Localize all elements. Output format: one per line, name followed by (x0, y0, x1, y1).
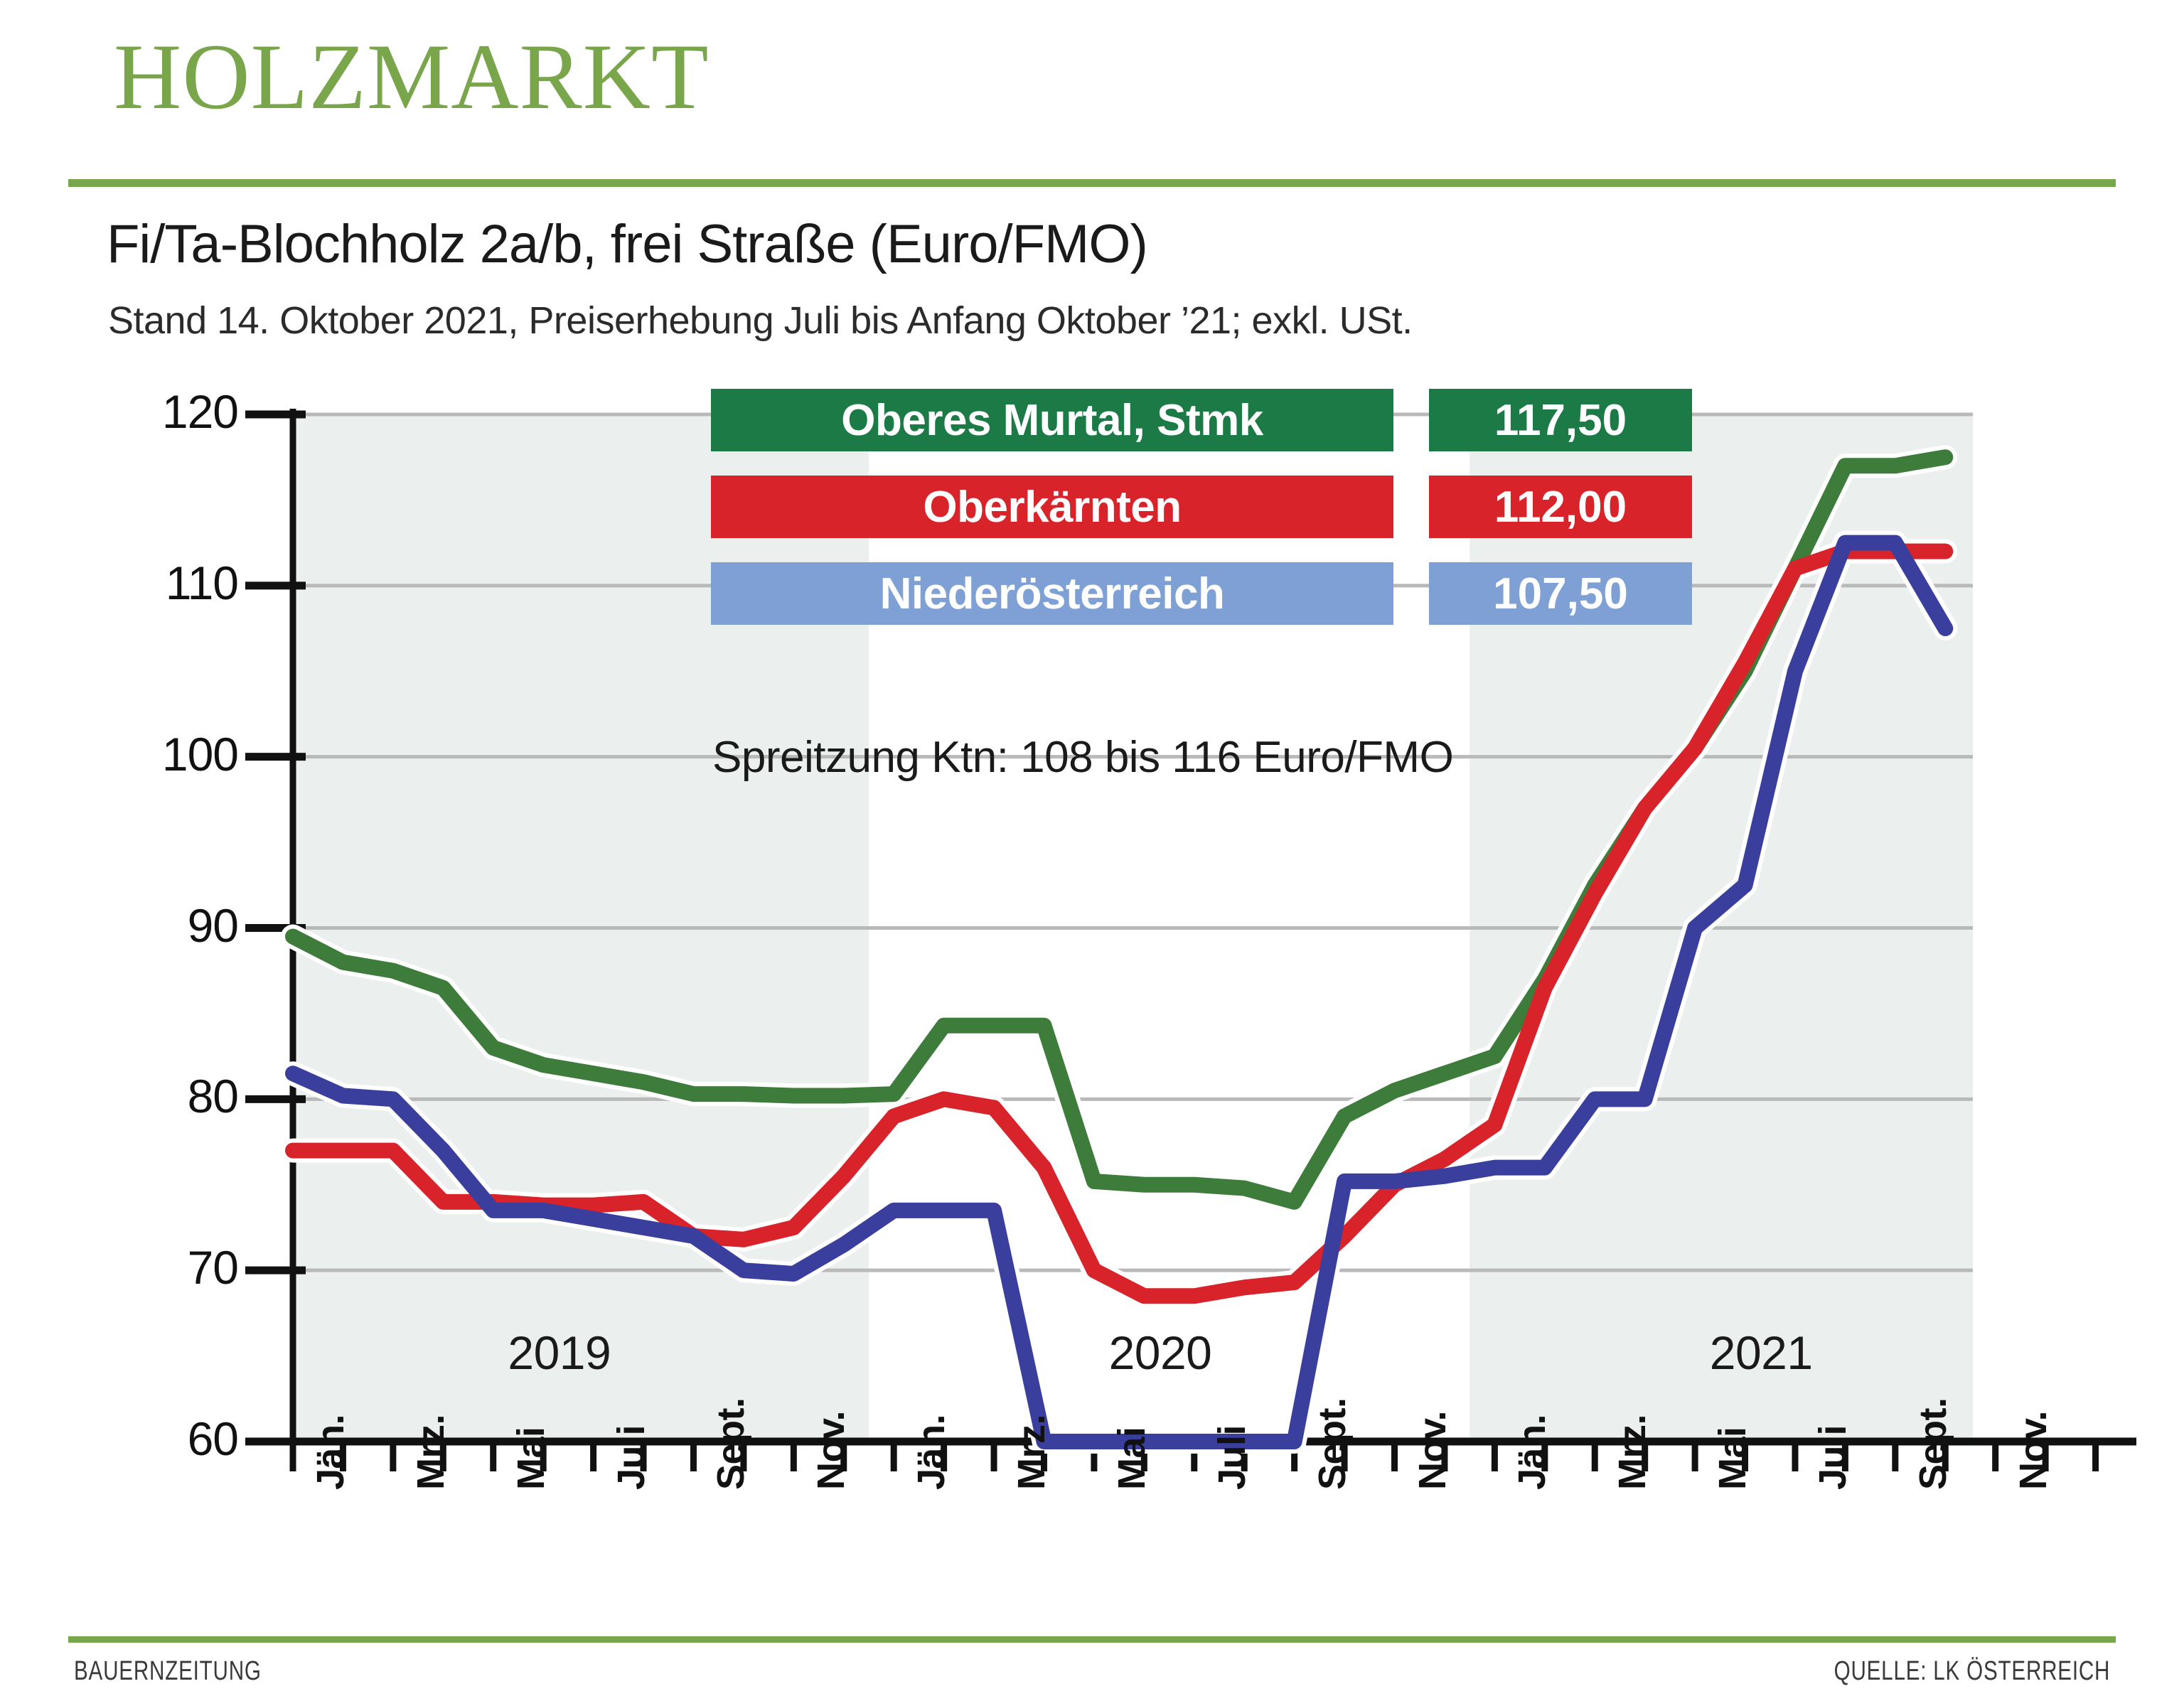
x-axis-label: Sept. (1911, 1397, 1954, 1490)
page-kicker: HOLZMARKT (114, 24, 710, 129)
legend-label-oberkaernten: Oberkärnten (711, 476, 1393, 538)
y-axis-label: 110 (165, 556, 239, 609)
year-label: 2021 (1709, 1326, 1813, 1379)
footer-source: QUELLE: LK ÖSTERREICH (1834, 1656, 2110, 1686)
y-axis-label: 60 (187, 1412, 239, 1465)
x-axis-label: Mai (1110, 1427, 1153, 1490)
year-label: 2019 (508, 1326, 611, 1379)
x-axis-label: Sept. (1310, 1397, 1354, 1490)
x-axis-ticks (289, 1442, 2099, 1471)
data-series (281, 445, 1958, 1454)
header-divider (68, 179, 2116, 187)
x-axis-label: Jän. (910, 1414, 953, 1490)
legend-value-oberes-murtal: 117,50 (1429, 389, 1692, 451)
y-axis-label: 80 (187, 1070, 239, 1123)
x-axis-label: Mrz. (409, 1415, 452, 1490)
page-subtitle: Stand 14. Oktober 2021, Preiserhebung Ju… (108, 299, 1413, 342)
x-axis-label: Mai (509, 1427, 552, 1490)
x-axis-label: Sept. (710, 1397, 753, 1490)
legend-value-oberkaernten: 112,00 (1429, 476, 1692, 538)
x-axis-label: Nov. (810, 1410, 853, 1490)
x-axis-label: Mrz. (1010, 1415, 1054, 1490)
x-axis-label: Mrz. (1611, 1415, 1654, 1490)
x-axis-label: Nov. (2011, 1410, 2055, 1490)
footer-publisher: BAUERNZEITUNG (74, 1656, 262, 1686)
footer-divider (68, 1636, 2116, 1643)
legend-label-niederoesterreich: Niederösterreich (711, 562, 1393, 625)
x-axis-label: Mai (1711, 1427, 1755, 1490)
legend-label-oberes-murtal: Oberes Murtal, Stmk (711, 389, 1393, 451)
y-axis-label: 90 (187, 898, 239, 952)
series-line (285, 543, 1954, 1304)
series-line (285, 535, 1954, 1449)
x-axis-label: Juli (1811, 1424, 1854, 1490)
spread-annotation: Spreitzung Ktn: 108 bis 116 Euro/FMO (712, 733, 1454, 782)
x-axis-label: Juli (609, 1424, 653, 1490)
y-axis-label: 120 (161, 385, 239, 438)
x-axis-label: Nov. (1410, 1410, 1454, 1490)
page-title: Fi/Ta-Blochholz 2a/b, frei Straße (Euro/… (107, 214, 1148, 274)
y-axis-label: 70 (187, 1241, 239, 1294)
legend-value-niederoesterreich: 107,50 (1429, 562, 1692, 625)
x-axis-label: Jän. (309, 1414, 352, 1490)
x-axis-label: Jän. (1511, 1414, 1554, 1490)
x-axis-label: Juli (1210, 1424, 1253, 1490)
year-label: 2020 (1108, 1326, 1212, 1379)
y-axis-label: 100 (161, 727, 239, 780)
